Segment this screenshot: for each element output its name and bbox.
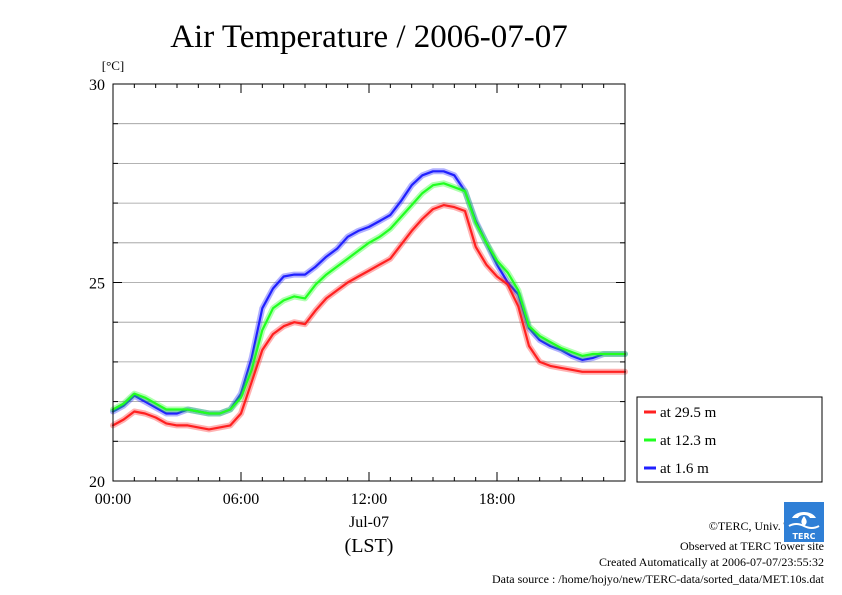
legend-label: at 12.3 m — [660, 433, 717, 449]
series-lines — [110, 168, 628, 433]
footer-site: Observed at TERC Tower site — [680, 539, 824, 553]
y-tick-label: 30 — [89, 77, 105, 94]
y-tick-label: 20 — [89, 474, 105, 491]
series-line — [111, 204, 627, 431]
x-date-label: Jul-07 — [349, 514, 389, 531]
footer-source: Data source : /home/hojyo/new/TERC-data/… — [492, 572, 825, 586]
logo-text: TERC — [793, 532, 816, 541]
x-tick-label: 18:00 — [479, 491, 515, 508]
series-line — [111, 170, 627, 415]
x-tick-label: 00:00 — [95, 491, 131, 508]
legend: at 29.5 m at 12.3 m at 1.6 m — [636, 396, 823, 483]
series-line-halo — [110, 202, 628, 433]
series-line-halo — [110, 168, 628, 417]
y-axis: 20 25 30 — [89, 77, 625, 491]
legend-label: at 1.6 m — [660, 461, 709, 477]
chart-title: Air Temperature / 2006-07-07 — [170, 19, 568, 55]
x-tick-label: 12:00 — [351, 491, 387, 508]
footer: ©TERC, Univ. Tsukuba Observed at TERC To… — [492, 519, 825, 586]
footer-created: Created Automatically at 2006-07-07/23:5… — [599, 555, 824, 569]
x-axis: 00:00 06:00 12:00 18:00 — [95, 84, 626, 508]
grid-lines — [113, 123, 625, 442]
terc-logo-icon: TERC — [784, 502, 824, 542]
x-tick-label: 06:00 — [223, 491, 259, 508]
series-line — [111, 182, 627, 415]
legend-label: at 29.5 m — [660, 405, 717, 421]
legend-box — [636, 396, 823, 483]
y-tick-label: 25 — [89, 276, 105, 293]
x-axis-label: (LST) — [345, 535, 394, 557]
series-line-halo — [110, 180, 628, 417]
y-unit-label: [°C] — [102, 58, 125, 73]
